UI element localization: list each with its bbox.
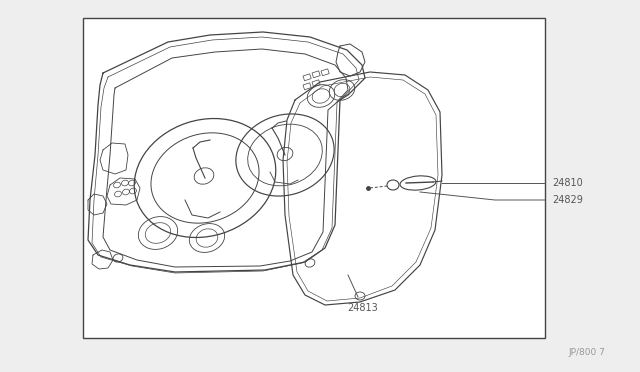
- Text: 24810: 24810: [552, 178, 583, 188]
- Bar: [321, 69, 329, 76]
- Text: 24813: 24813: [348, 303, 378, 313]
- Bar: [312, 71, 320, 78]
- Bar: [303, 74, 311, 81]
- Bar: [303, 83, 311, 90]
- Bar: [83, 18, 545, 338]
- Text: JP/800 7: JP/800 7: [568, 348, 605, 357]
- Text: 24829: 24829: [552, 195, 583, 205]
- Bar: [312, 80, 320, 87]
